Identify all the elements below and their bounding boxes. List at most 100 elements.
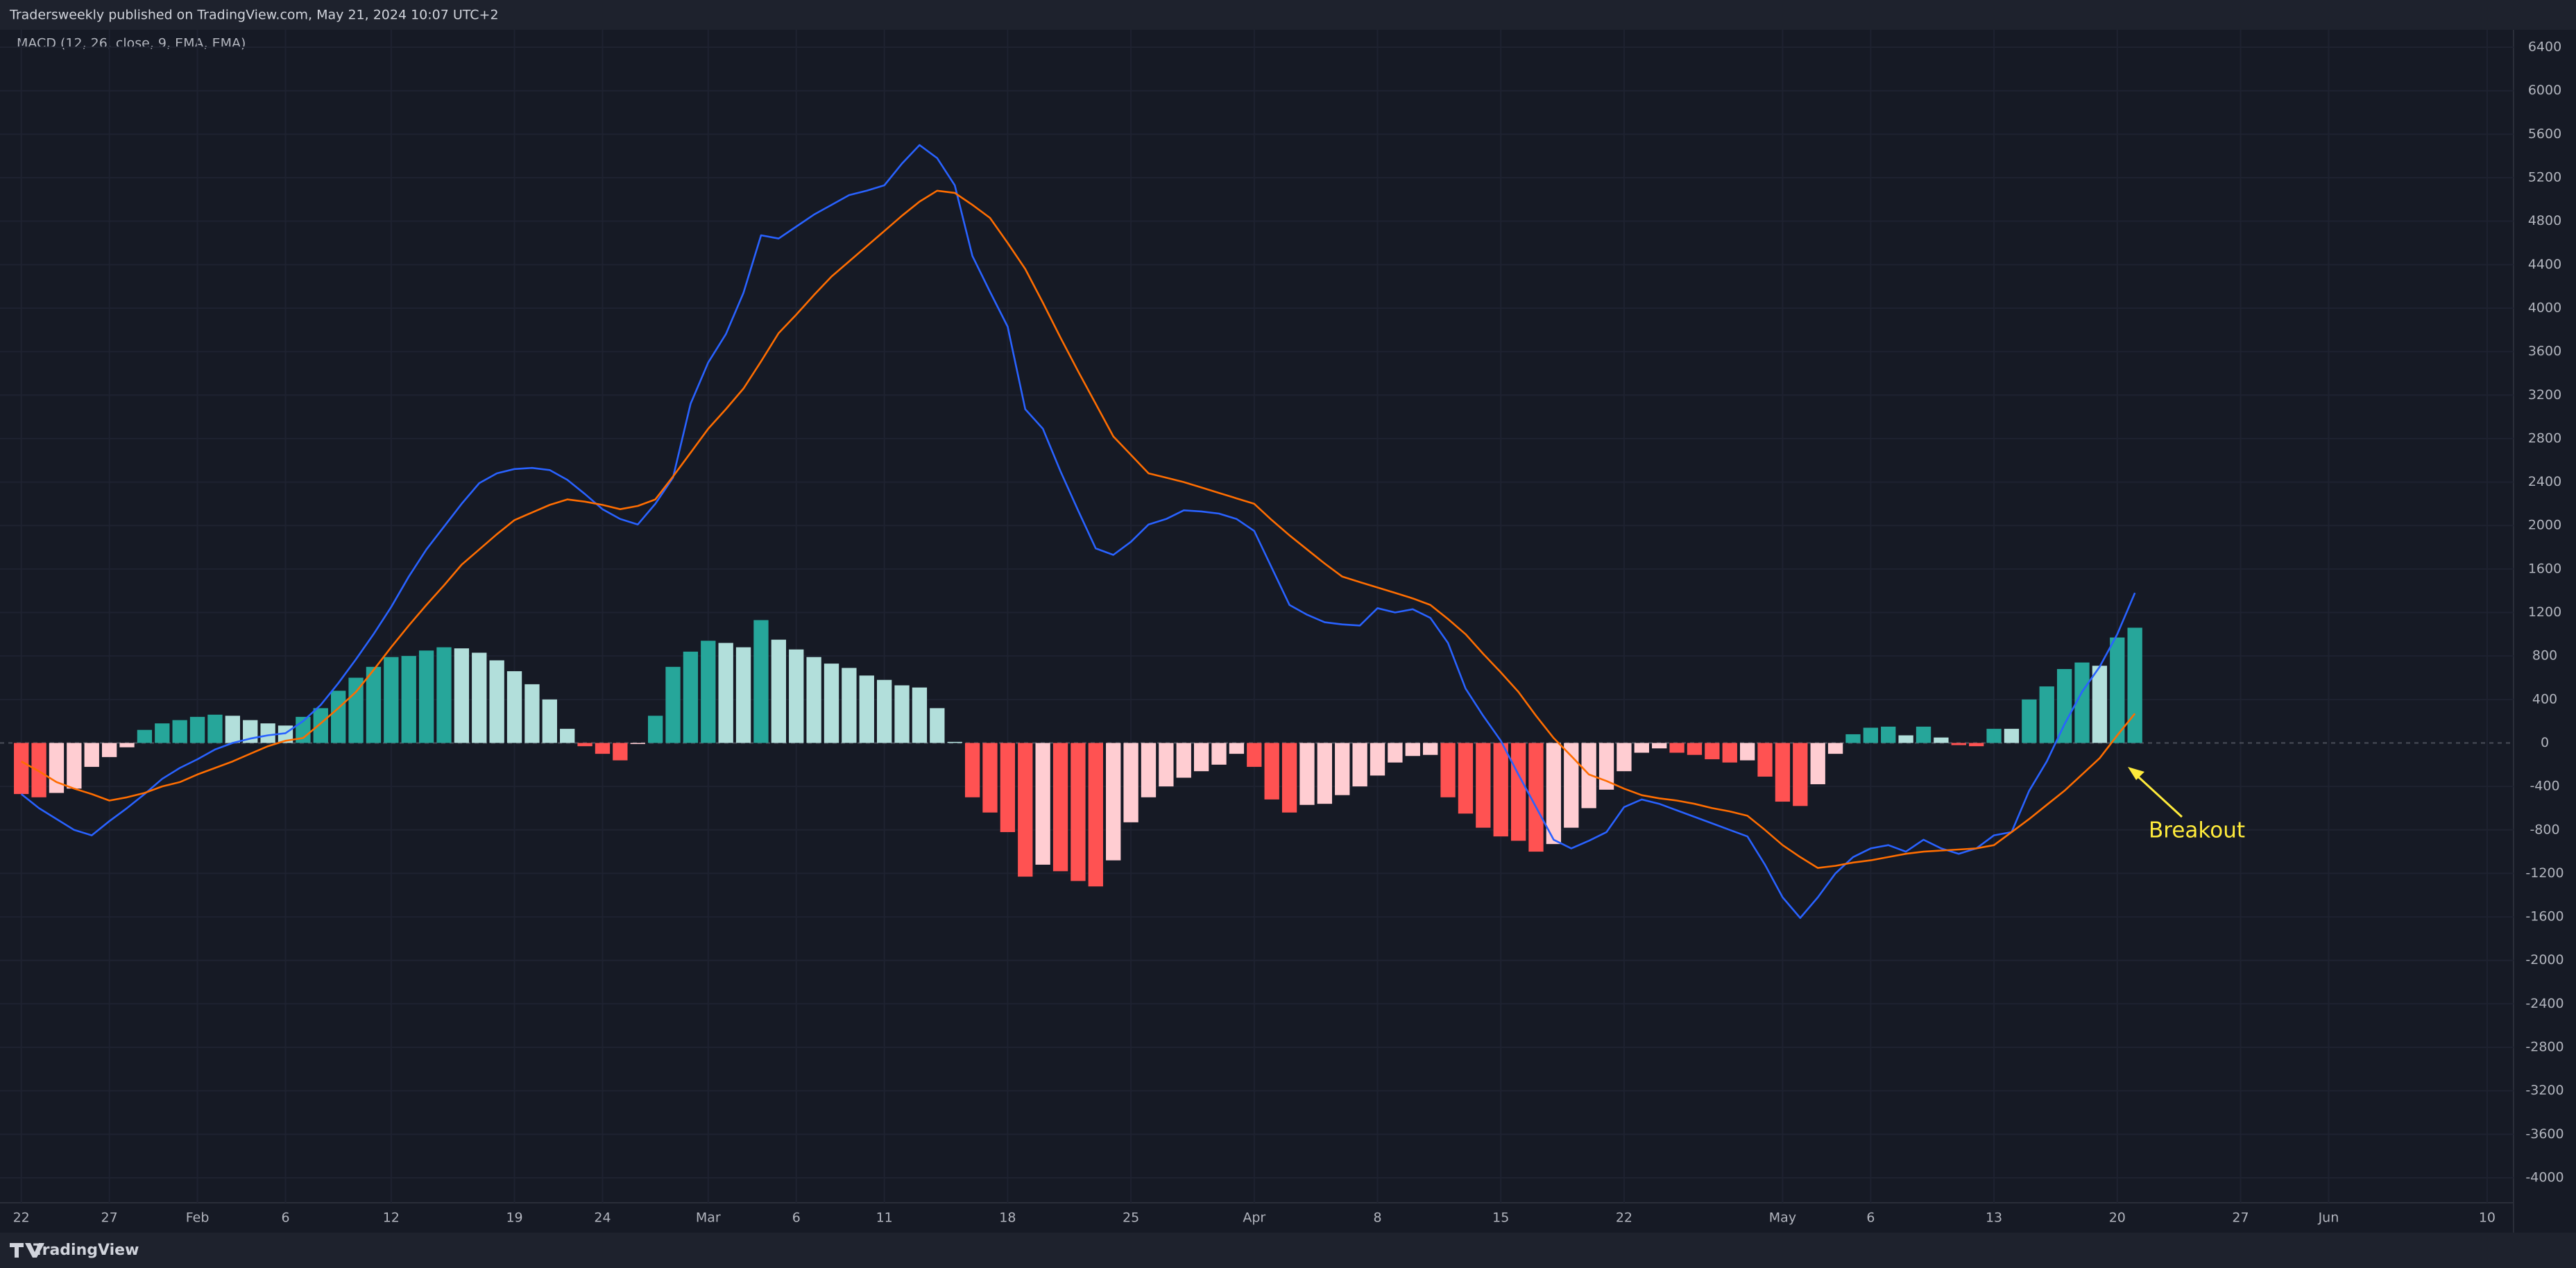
histogram-bar	[859, 675, 874, 743]
histogram-bar	[1176, 743, 1191, 778]
y-tick-label: 6400	[2528, 40, 2561, 55]
histogram-bar	[49, 743, 65, 793]
histogram-bar	[806, 657, 821, 743]
histogram-bar	[1757, 743, 1773, 777]
x-tick-label: 18	[999, 1210, 1016, 1226]
y-tick-label: 400	[2532, 691, 2557, 707]
x-tick-label: 22	[1616, 1210, 1632, 1226]
histogram-bar	[384, 657, 399, 743]
y-tick-label: -2000	[2525, 952, 2564, 967]
y-tick-label: 2800	[2528, 430, 2561, 446]
annotation-arrowhead	[2128, 767, 2144, 780]
x-tick-label: 27	[101, 1210, 118, 1226]
histogram-bar	[1352, 743, 1367, 787]
histogram-bar	[14, 743, 29, 795]
y-tick-label: 3200	[2528, 387, 2561, 403]
histogram-bar	[2004, 729, 2020, 743]
line-series	[20, 144, 2136, 919]
histogram-bar	[1440, 743, 1456, 797]
histogram-bar	[1388, 743, 1403, 763]
histogram-bar	[595, 743, 611, 754]
histogram-bar	[1123, 743, 1138, 822]
histogram-bar	[1141, 743, 1157, 797]
histogram-bar	[701, 641, 716, 743]
histogram-bar	[665, 666, 681, 743]
x-tick-label: 15	[1492, 1210, 1509, 1226]
histogram-bar	[1986, 729, 2002, 743]
histogram-bar	[613, 743, 628, 761]
logo-icon	[10, 1243, 44, 1258]
histogram-bar	[1423, 743, 1438, 755]
y-tick-label: 6000	[2528, 83, 2561, 98]
x-tick-label: Jun	[2318, 1210, 2339, 1226]
annotation-arrow	[2130, 769, 2183, 818]
x-tick-label: 10	[2479, 1210, 2496, 1226]
y-tick-label: -2800	[2525, 1040, 2564, 1055]
histogram-bar	[1775, 743, 1791, 802]
x-tick-label: 6	[281, 1210, 289, 1226]
histogram-bar	[2074, 662, 2090, 743]
y-tick-label: -1200	[2525, 865, 2564, 881]
histogram-bar	[1634, 743, 1649, 753]
histogram-bar	[1405, 743, 1420, 756]
histogram-bar	[930, 708, 945, 743]
histogram-bar	[964, 743, 980, 797]
histogram-bar	[1370, 743, 1385, 776]
y-tick-label: 4800	[2528, 213, 2561, 228]
histogram-bar	[647, 716, 663, 743]
histogram-bar	[1617, 743, 1632, 772]
histogram-bar	[1687, 743, 1703, 755]
histogram-bar	[1000, 743, 1016, 832]
histogram-bar	[683, 651, 699, 743]
histogram-bar	[842, 668, 857, 743]
histogram-bar	[1088, 743, 1103, 887]
histogram-bar	[789, 649, 804, 743]
y-tick-label: 1200	[2528, 605, 2561, 620]
histogram-bar	[2022, 699, 2037, 743]
histogram-bar	[1071, 743, 1086, 881]
histogram-bar	[313, 708, 328, 743]
histogram-bar	[1317, 743, 1333, 804]
histogram-bar	[225, 716, 241, 743]
y-tick-label: 4400	[2528, 257, 2561, 272]
histogram-bar	[472, 652, 487, 743]
histogram-bar	[2127, 627, 2142, 743]
y-tick-label: -3200	[2525, 1083, 2564, 1098]
histogram-bar	[1652, 743, 1667, 749]
x-tick-label: 19	[506, 1210, 522, 1226]
histogram-bar	[735, 647, 751, 743]
histogram-bar	[260, 723, 275, 743]
histogram-bar	[630, 743, 645, 745]
histogram-bar	[1705, 743, 1720, 759]
x-tick-label: 20	[2109, 1210, 2126, 1226]
y-tick-label: -1600	[2525, 909, 2564, 924]
histogram-bar	[1510, 743, 1526, 841]
histogram-bar	[137, 729, 153, 743]
footer-bar	[0, 1233, 2576, 1268]
histogram-bar	[1299, 743, 1315, 805]
histogram-bar	[1159, 743, 1174, 787]
histogram-bar	[894, 685, 910, 743]
histogram-bar	[418, 650, 434, 743]
histogram-bar	[1564, 743, 1579, 828]
histogram-bar	[67, 743, 82, 789]
histogram-bar	[1335, 743, 1350, 795]
x-tick-label: 11	[876, 1210, 893, 1226]
histogram-bar	[1546, 743, 1562, 845]
y-tick-label: -2400	[2525, 996, 2564, 1011]
x-tick-label: 8	[1373, 1210, 1381, 1226]
histogram-bar	[1951, 743, 1966, 745]
histogram-bar	[1458, 743, 1474, 814]
histogram-bar	[331, 691, 346, 743]
histogram-bar	[1476, 743, 1491, 828]
histogram-bar	[119, 743, 135, 747]
histogram-bar	[436, 647, 452, 743]
histogram-bar	[877, 679, 892, 743]
histogram-bar	[577, 743, 592, 747]
histogram-bar	[1018, 743, 1033, 877]
histogram-bar	[1528, 743, 1544, 852]
histogram-bar	[1106, 743, 1121, 861]
histogram-bar	[1193, 743, 1209, 772]
histogram-bar	[348, 677, 364, 743]
histogram-bar	[1810, 743, 1825, 784]
